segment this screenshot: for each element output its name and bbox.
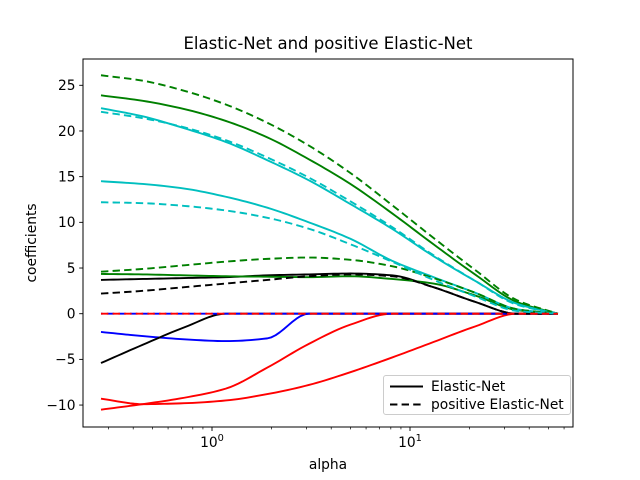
axes-border: [82, 58, 574, 428]
y-tick-label: 5: [67, 261, 76, 277]
plot-area: [83, 59, 573, 427]
series-positive-green-2: [100, 256, 559, 315]
y-tick-label: 25: [58, 78, 76, 94]
series-elastic-net-green-2: [100, 273, 558, 315]
legend-box: [383, 375, 571, 415]
y-tick-label: −10: [46, 398, 75, 414]
x-axis-label: alpha: [309, 457, 347, 473]
legend-entry-positive-elastic-net: positive Elastic-Net: [431, 397, 564, 413]
legend-entry-elastic-net: Elastic-Net: [431, 379, 506, 395]
y-tick-label: 15: [58, 169, 76, 185]
series-elastic-net-green-1: [100, 94, 559, 315]
series-positive-cyan-2: [100, 201, 558, 315]
x-tick-label: 101: [398, 433, 422, 451]
y-tick-label: 0: [67, 307, 76, 323]
y-axis-label: coefficients: [24, 203, 40, 282]
y-tick-label: 10: [58, 215, 76, 231]
series-positive-black: [100, 273, 558, 315]
legend: Elastic-Net positive Elastic-Net: [383, 375, 571, 415]
y-tick-label: −5: [55, 352, 75, 368]
series-group: [100, 74, 559, 411]
chart-title: Elastic-Net and positive Elastic-Net: [183, 34, 473, 53]
series-positive-cyan-1: [100, 110, 559, 315]
x-tick-label: 100: [200, 433, 224, 451]
series-positive-green-1: [100, 74, 559, 315]
y-tick-label: 20: [58, 124, 76, 140]
series-elastic-net-red-1: [100, 312, 558, 406]
